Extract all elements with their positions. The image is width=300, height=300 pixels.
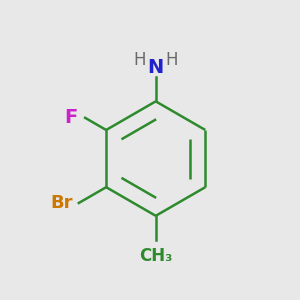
Text: H: H [165, 51, 178, 69]
Text: F: F [65, 108, 78, 127]
Text: Br: Br [51, 194, 73, 212]
Text: N: N [148, 58, 164, 76]
Text: H: H [134, 51, 146, 69]
Text: CH₃: CH₃ [139, 247, 172, 265]
